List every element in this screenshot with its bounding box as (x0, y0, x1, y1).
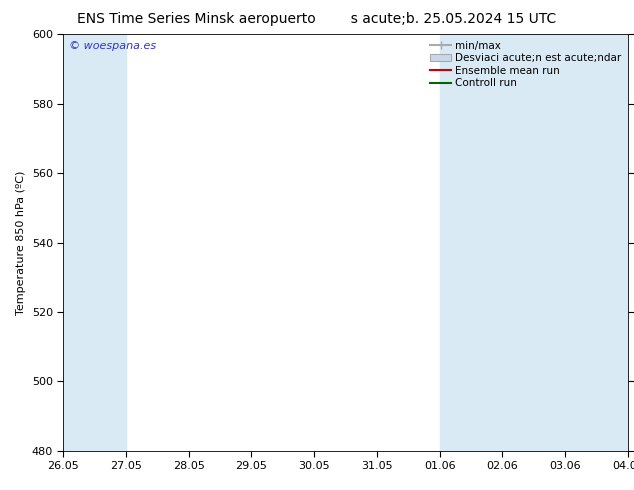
Text: © woespana.es: © woespana.es (69, 41, 156, 50)
Text: ENS Time Series Minsk aeropuerto        s acute;b. 25.05.2024 15 UTC: ENS Time Series Minsk aeropuerto s acute… (77, 12, 557, 26)
Bar (502, 34, 565, 451)
Y-axis label: Temperature 850 hPa (ºC): Temperature 850 hPa (ºC) (16, 171, 26, 315)
Bar (63, 34, 126, 451)
Bar (439, 34, 502, 451)
Legend: min/max, Desviaci acute;n est acute;ndar, Ensemble mean run, Controll run: min/max, Desviaci acute;n est acute;ndar… (427, 37, 624, 92)
Bar (565, 34, 628, 451)
